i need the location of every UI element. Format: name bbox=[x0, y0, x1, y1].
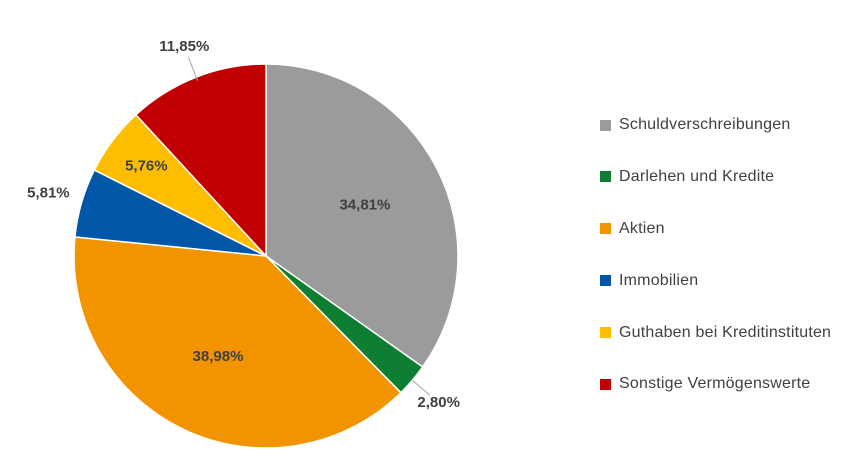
legend-label-1: Darlehen und Kredite bbox=[619, 167, 775, 185]
data-label-4: 5,76% bbox=[125, 157, 168, 174]
legend-label-4: Guthaben bei Kreditinstituten bbox=[619, 323, 832, 341]
legend-swatch-2 bbox=[600, 223, 611, 235]
legend-label-5: Sonstige Vermögenswerte bbox=[619, 375, 811, 393]
legend-swatch-1 bbox=[600, 171, 611, 183]
data-label-0: 34,81% bbox=[339, 196, 390, 213]
legend-item-4: Guthaben bei Kreditinstituten bbox=[600, 320, 831, 346]
legend-item-1: Darlehen und Kredite bbox=[600, 164, 831, 190]
legend-item-5: Sonstige Vermögenswerte bbox=[600, 371, 831, 397]
legend-swatch-4 bbox=[600, 327, 611, 339]
leader-lines bbox=[188, 57, 431, 396]
legend: Schuldverschreibungen Darlehen und Kredit… bbox=[600, 112, 831, 423]
data-labels: 34,81% 2,80% 38,98% 5,81% 5,76% 11,85% bbox=[27, 38, 460, 411]
data-label-5: 11,85% bbox=[159, 38, 209, 55]
data-label-2: 38,98% bbox=[193, 348, 244, 365]
legend-label-2: Aktien bbox=[619, 219, 665, 237]
data-label-1: 2,80% bbox=[417, 394, 460, 411]
legend-label-0: Schuldverschreibungen bbox=[619, 116, 791, 133]
legend-item-2: Aktien bbox=[600, 216, 831, 242]
pie-slices bbox=[73, 63, 459, 449]
pie-slice-0 bbox=[265, 63, 459, 369]
leader-line-5 bbox=[188, 57, 199, 81]
legend-swatch-3 bbox=[600, 275, 611, 287]
legend-label-3: Immobilien bbox=[619, 271, 699, 289]
data-label-3: 5,81% bbox=[27, 184, 70, 201]
legend-swatch-0 bbox=[600, 119, 611, 131]
legend-item-0: Schuldverschreibungen bbox=[600, 112, 831, 138]
legend-swatch-5 bbox=[600, 378, 611, 390]
legend-item-3: Immobilien bbox=[600, 268, 831, 294]
pie-slice-2 bbox=[73, 236, 402, 449]
leader-line-1 bbox=[412, 379, 431, 396]
